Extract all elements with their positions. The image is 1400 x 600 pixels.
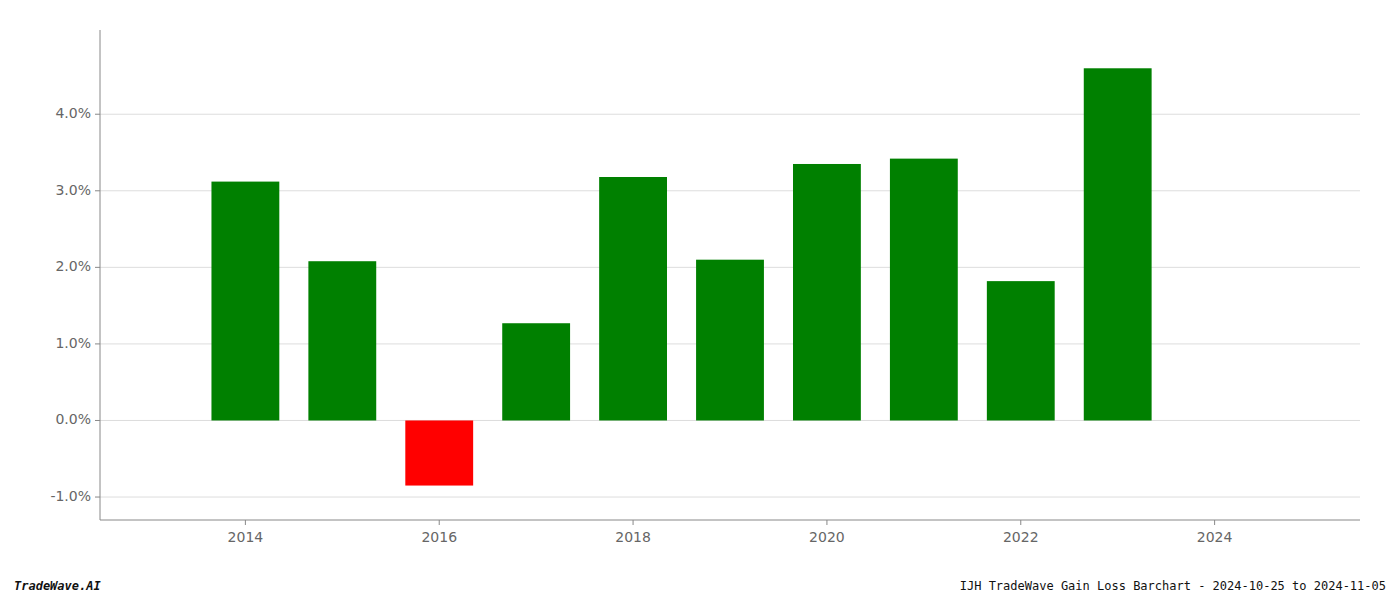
- y-tick: [95, 497, 100, 498]
- bars: [211, 68, 1151, 485]
- y-tick: [95, 343, 100, 344]
- footer-text: IJH TradeWave Gain Loss Barchart - 2024-…: [960, 579, 1386, 593]
- bar: [211, 182, 279, 421]
- x-tick: [1020, 520, 1021, 525]
- y-tick: [95, 420, 100, 421]
- x-tick: [245, 520, 246, 525]
- bar: [308, 261, 376, 420]
- page: {"chart_data": {"type": "bar", "x": [201…: [0, 0, 1400, 600]
- x-tick-label: 2024: [1197, 529, 1233, 545]
- bar: [502, 323, 570, 420]
- x-axis: 2014 2016 2018 2020 2022 2024: [100, 520, 1360, 545]
- y-tick-label: 1.0%: [55, 335, 91, 351]
- bar: [890, 159, 958, 421]
- x-tick: [1214, 520, 1215, 525]
- y-tick-label: 3.0%: [55, 182, 91, 198]
- chart: -1.0% 0.0% 1.0% 2.0% 3.0% 4.0% 2014 2016 2018 202…: [0, 0, 1400, 600]
- grid-line: [100, 114, 1360, 115]
- grid-line: [100, 497, 1360, 498]
- bar: [696, 260, 764, 421]
- y-axis: -1.0% 0.0% 1.0% 2.0% 3.0% 4.0%: [50, 30, 100, 520]
- bar: [793, 164, 861, 420]
- x-tick-label: 2020: [809, 529, 845, 545]
- y-tick: [95, 190, 100, 191]
- y-axis-line: [100, 30, 101, 520]
- footer-text: TradeWave.AI: [14, 579, 101, 593]
- y-tick-label: 2.0%: [55, 258, 91, 274]
- x-tick-label: 2018: [615, 529, 651, 545]
- y-tick: [95, 267, 100, 268]
- y-tick-label: -1.0%: [50, 488, 91, 504]
- x-tick: [439, 520, 440, 525]
- bar: [1084, 68, 1152, 420]
- bar: [405, 420, 473, 485]
- x-tick: [633, 520, 634, 525]
- y-tick-label: 4.0%: [55, 105, 91, 121]
- y-tick: [95, 114, 100, 115]
- x-tick: [826, 520, 827, 525]
- bar: [599, 177, 667, 420]
- x-tick-label: 2014: [228, 529, 264, 545]
- bar: [987, 281, 1055, 420]
- y-tick-label: 0.0%: [55, 411, 91, 427]
- x-tick-label: 2016: [421, 529, 457, 545]
- grid: [100, 114, 1360, 497]
- grid-line: [100, 190, 1360, 191]
- x-tick-label: 2022: [1003, 529, 1039, 545]
- x-axis-line: [100, 520, 1360, 521]
